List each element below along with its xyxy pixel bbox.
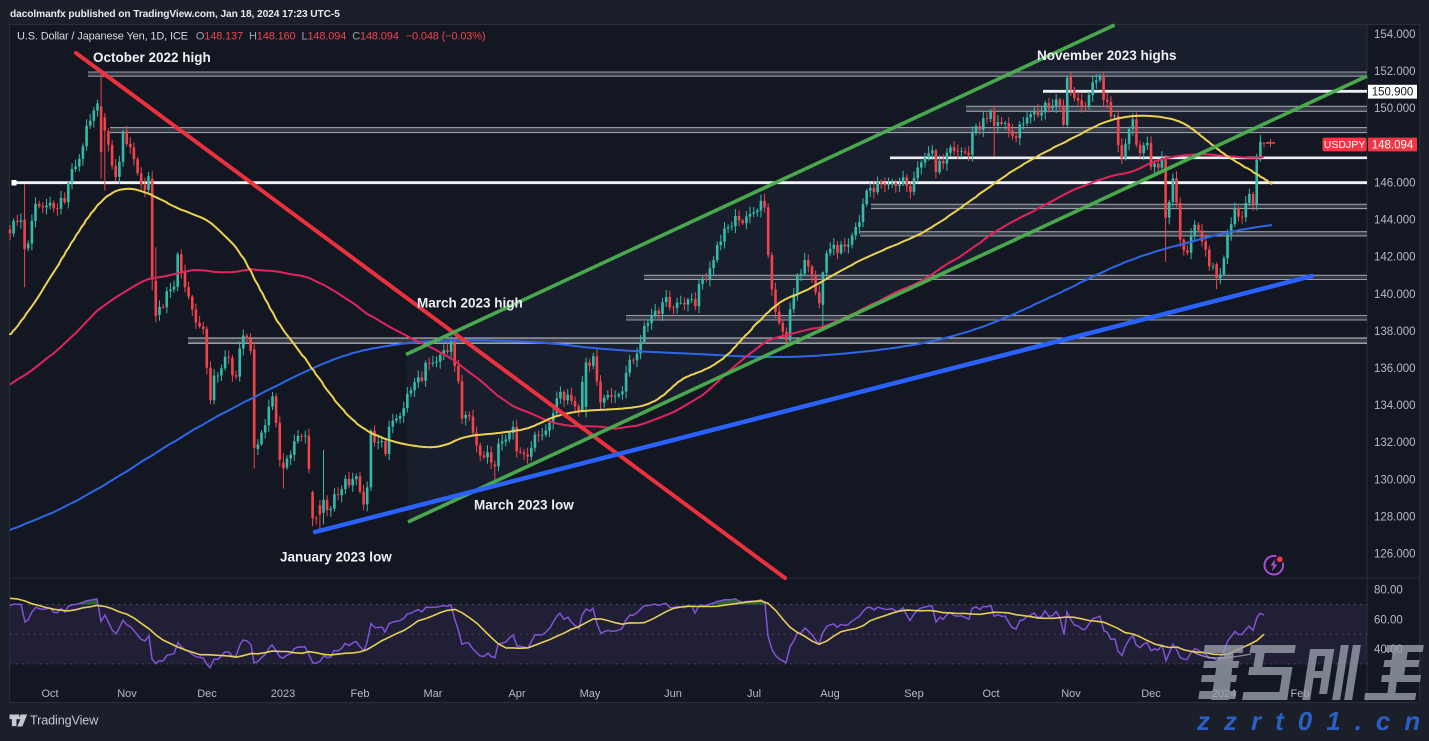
svg-text:dacolmanfx published on Tradin: dacolmanfx published on TradingView.com,…: [10, 9, 340, 20]
svg-text:U.S. Dollar / Japanese Yen, 1D: U.S. Dollar / Japanese Yen, 1D, ICE O148.…: [17, 31, 485, 43]
svg-text:Dec: Dec: [197, 688, 217, 700]
svg-text:146.000: 146.000: [1374, 177, 1416, 189]
svg-text:130.000: 130.000: [1374, 474, 1416, 486]
svg-text:Nov: Nov: [1061, 688, 1081, 700]
svg-text:Jul: Jul: [747, 688, 761, 700]
svg-text:Jun: Jun: [664, 688, 682, 700]
svg-text:TradingView: TradingView: [30, 714, 99, 728]
svg-text:60.00: 60.00: [1374, 614, 1403, 626]
svg-text:USDJPY: USDJPY: [1324, 139, 1365, 151]
svg-text:March 2023 low: March 2023 low: [474, 498, 574, 513]
svg-text:Aug: Aug: [820, 688, 840, 700]
svg-text:150.000: 150.000: [1374, 103, 1416, 115]
svg-text:January 2023 low: January 2023 low: [280, 550, 392, 565]
svg-text:Oct: Oct: [982, 688, 999, 700]
svg-text:134.000: 134.000: [1374, 400, 1416, 412]
svg-text:Apr: Apr: [508, 688, 525, 700]
svg-text:Mar: Mar: [424, 688, 443, 700]
svg-text:Nov: Nov: [117, 688, 137, 700]
svg-text:November 2023 highs: November 2023 highs: [1037, 48, 1177, 63]
svg-text:80.00: 80.00: [1374, 585, 1403, 597]
svg-text:Dec: Dec: [1141, 688, 1161, 700]
svg-text:144.000: 144.000: [1374, 215, 1416, 227]
svg-text:154.000: 154.000: [1374, 29, 1416, 41]
svg-text:zzrt01.cn: zzrt01.cn: [1196, 706, 1429, 736]
svg-text:152.000: 152.000: [1374, 66, 1416, 78]
svg-text:2023: 2023: [271, 688, 295, 700]
svg-text:Sep: Sep: [904, 688, 924, 700]
svg-text:148.094: 148.094: [1372, 139, 1414, 151]
svg-text:128.000: 128.000: [1374, 511, 1416, 523]
svg-text:136.000: 136.000: [1374, 363, 1416, 375]
svg-text:May: May: [580, 688, 601, 700]
svg-text:Oct: Oct: [41, 688, 58, 700]
svg-text:132.000: 132.000: [1374, 437, 1416, 449]
svg-text:150.900: 150.900: [1372, 87, 1414, 99]
svg-text:October 2022 high: October 2022 high: [93, 50, 211, 65]
svg-text:126.000: 126.000: [1374, 549, 1416, 561]
svg-text:142.000: 142.000: [1374, 252, 1416, 264]
svg-text:140.000: 140.000: [1374, 289, 1416, 301]
svg-text:138.000: 138.000: [1374, 326, 1416, 338]
svg-text:Feb: Feb: [351, 688, 370, 700]
svg-text:March 2023 high: March 2023 high: [417, 296, 523, 311]
